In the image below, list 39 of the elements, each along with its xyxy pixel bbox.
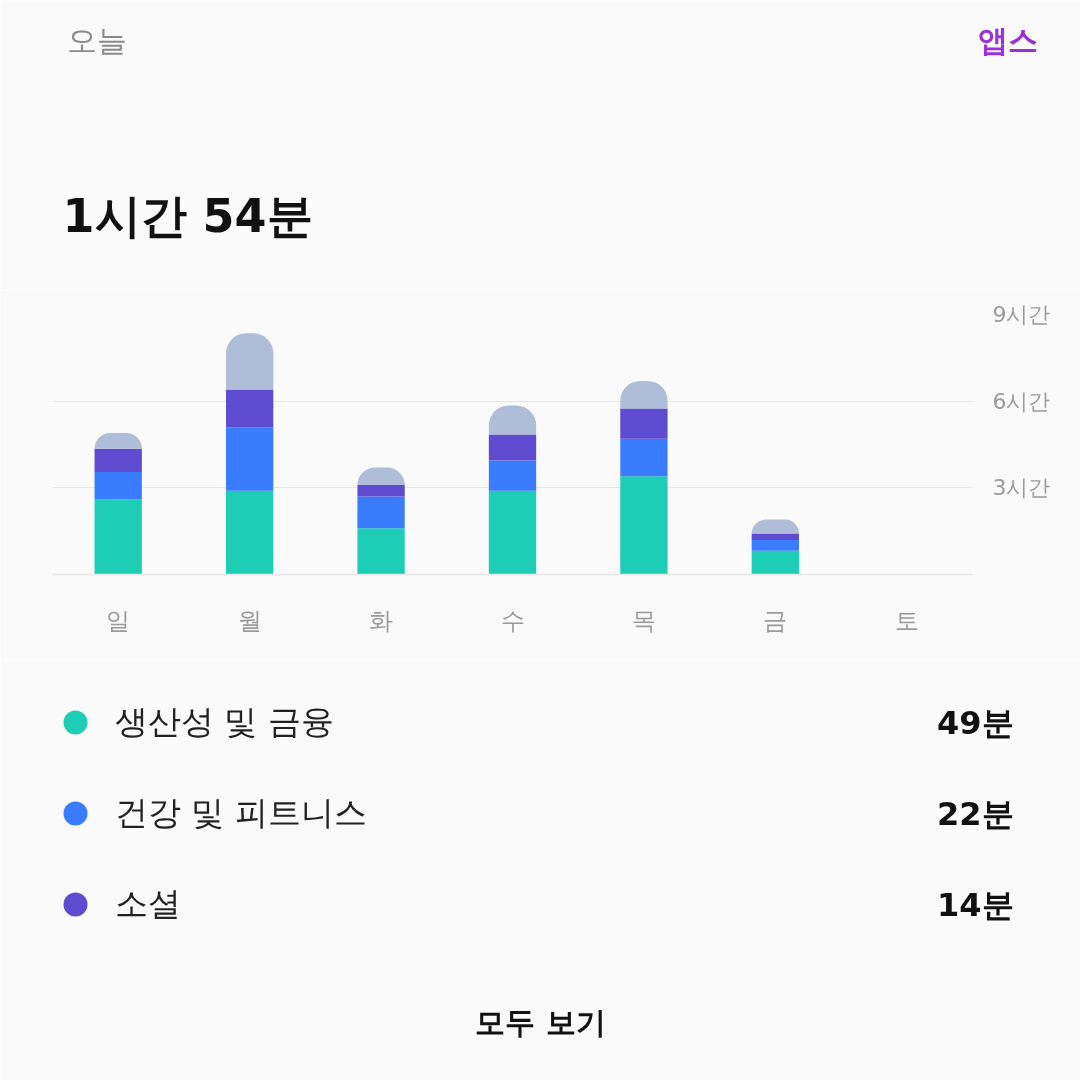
bar [620,438,668,477]
x-tick-label: 금 [763,606,788,635]
legend-label: 소셜 [115,882,181,925]
bar [620,476,668,575]
bar [94,448,142,472]
text: 49분 [936,703,1014,742]
bar [225,427,274,491]
bar [751,550,800,575]
chart-subtitle: 오늘 [66,23,127,58]
bar [94,499,142,575]
bar [225,333,274,390]
x-tick-label: 목 [631,606,656,635]
x-tick-label: 토 [894,606,919,635]
x-tick-label: 일 [106,606,131,635]
bar [488,490,537,575]
bar [488,460,537,491]
y-tick-label: 9시간 [992,302,1051,327]
x-tick-label: 수 [500,606,525,635]
bar [225,389,274,428]
y-tick-label: 6시간 [992,388,1051,414]
x-tick-label: 월 [237,606,262,635]
bar [488,434,537,461]
bar [225,490,274,575]
text: 22분 [936,794,1014,833]
legend-label: 건강 및 피트니스 [115,791,367,834]
legend-label: 생산성 및 금융 [115,700,334,743]
bar [751,533,800,541]
text: 모두 보기 [475,1005,606,1040]
y-tick-label: 3시간 [992,475,1051,501]
bar [357,484,405,497]
bar [620,408,668,439]
text: 14분 [936,885,1014,924]
chart-title: 1시간 54분 [62,188,313,243]
bar [94,471,142,500]
x-tick-label: 화 [369,606,394,635]
bar [357,528,405,575]
bar [751,540,800,551]
text: 앱스 [977,23,1038,58]
bar [357,496,405,529]
